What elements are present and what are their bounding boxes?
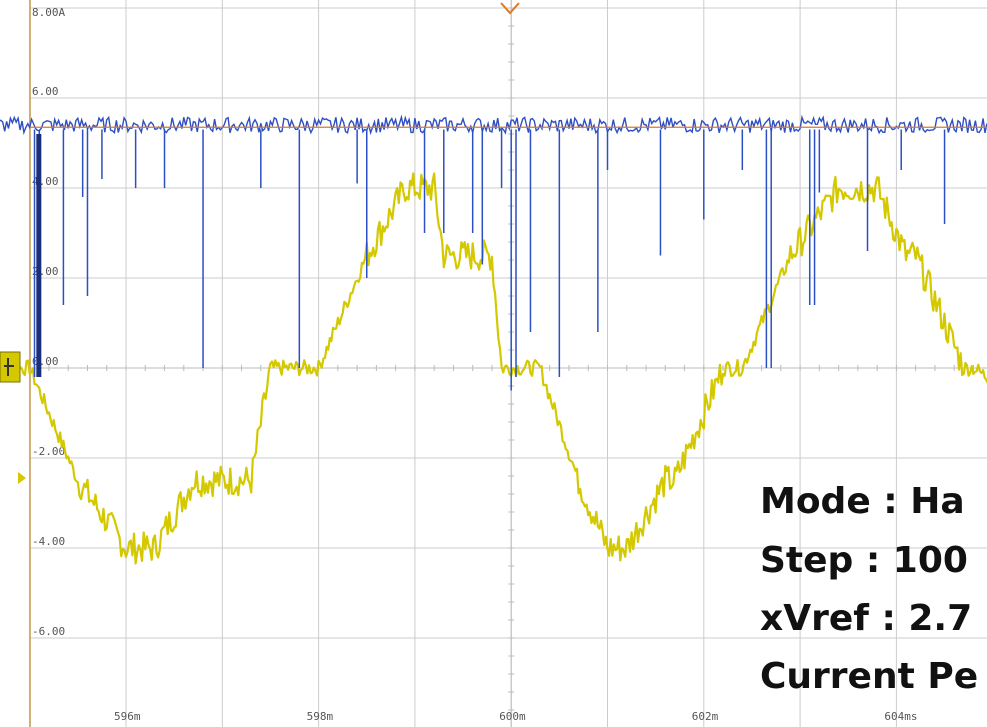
blue-trace-burst: [36, 134, 42, 377]
yellow-current-trace: [0, 172, 987, 565]
x-tick-label: 598m: [307, 710, 334, 723]
y-tick-label: 2.00: [32, 265, 59, 278]
y-tick-label: 8.00A: [32, 6, 65, 19]
traces: [0, 114, 987, 565]
x-axis-labels: 596m 598m 600m 602m 604ms: [114, 710, 918, 723]
blue-trace-baseline: [0, 114, 987, 136]
x-tick-label: 600m: [499, 710, 526, 723]
x-tick-label: 596m: [114, 710, 141, 723]
annotation-current: Current Pe: [760, 656, 979, 697]
trigger-level-arrow-icon: [18, 472, 26, 484]
x-tick-label: 604ms: [884, 710, 917, 723]
y-tick-label: 6.00: [32, 85, 59, 98]
y-tick-label: 4.00: [32, 175, 59, 188]
y-tick-label: 0.00: [32, 355, 59, 368]
x-tick-label: 602m: [692, 710, 719, 723]
markers: [0, 2, 520, 484]
y-tick-label: -4.00: [32, 535, 65, 548]
trigger-position-chevron-icon: [500, 2, 520, 15]
y-tick-label: -2.00: [32, 445, 65, 458]
annotation-mode: Mode : Ha: [760, 481, 965, 522]
annotation-step: Step : 100: [760, 540, 968, 581]
y-tick-label: -6.00: [32, 625, 65, 638]
annotation-xvref: xVref : 2.7: [760, 598, 973, 639]
